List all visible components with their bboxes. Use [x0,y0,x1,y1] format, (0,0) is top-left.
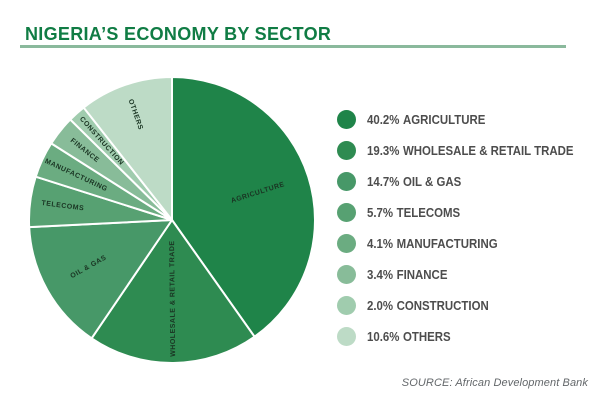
legend-entry: 3.4% FINANCE [367,267,447,282]
legend-percent: 14.7% [367,174,400,189]
legend-entry: 4.1% MANUFACTURING [367,236,498,251]
legend-swatch-icon [337,296,356,315]
legend-sector-name: MANUFACTURING [396,236,498,251]
legend-percent: 4.1% [367,236,394,251]
legend-swatch-icon [337,327,356,346]
legend-item-telecoms: 5.7% TELECOMS [337,197,600,228]
legend-swatch-icon [337,203,356,222]
legend-item-others: 10.6% OTHERS [337,321,600,352]
legend-sector-name: OIL & GAS [402,174,462,189]
legend-item-oil-gas: 14.7% OIL & GAS [337,166,600,197]
title-underline [20,45,566,48]
legend-sector-name: CONSTRUCTION [396,298,489,313]
legend-percent: 2.0% [367,298,394,313]
legend-swatch-icon [337,172,356,191]
legend-sector-name: AGRICULTURE [402,112,486,127]
legend-item-manufacturing: 4.1% MANUFACTURING [337,228,600,259]
legend-percent: 40.2% [367,112,400,127]
legend-entry: 40.2% AGRICULTURE [367,112,485,127]
legend-item-construction: 2.0% CONSTRUCTION [337,290,600,321]
legend-entry: 5.7% TELECOMS [367,205,460,220]
legend-sector-name: WHOLESALE & RETAIL TRADE [402,143,574,158]
legend-item-finance: 3.4% FINANCE [337,259,600,290]
legend-entry: 14.7% OIL & GAS [367,174,461,189]
legend: 40.2% AGRICULTURE 19.3% WHOLESALE & RETAIL… [337,104,600,352]
legend-swatch-icon [337,141,356,160]
pie-slice-label: WHOLESALE & RETAIL TRADE [169,240,177,356]
source-attribution: SOURCE: African Development Bank [401,377,588,389]
legend-percent: 19.3% [367,143,400,158]
legend-percent: 10.6% [367,329,400,344]
pie-slice-wholesale-retail-trade [90,219,256,364]
legend-sector-name: FINANCE [396,267,448,282]
legend-entry: 2.0% CONSTRUCTION [367,298,489,313]
legend-sector-name: TELECOMS [396,205,461,220]
pie-slice-agriculture [171,76,317,338]
legend-entry: 10.6% OTHERS [367,329,451,344]
legend-swatch-icon [337,265,356,284]
page-title: NIGERIA’S ECONOMY BY SECTOR [25,24,332,44]
legend-sector-name: OTHERS [402,329,451,344]
legend-percent: 5.7% [367,205,394,220]
legend-percent: 3.4% [367,267,394,282]
legend-swatch-icon [337,234,356,253]
legend-swatch-icon [337,110,356,129]
legend-item-agriculture: 40.2% AGRICULTURE [337,104,600,135]
legend-item-wholesale-retail-trade: 19.3% WHOLESALE & RETAIL TRADE [337,135,600,166]
legend-entry: 19.3% WHOLESALE & RETAIL TRADE [367,143,574,158]
pie-slice-oil-gas [28,219,173,340]
pie-slice-others [82,76,173,221]
